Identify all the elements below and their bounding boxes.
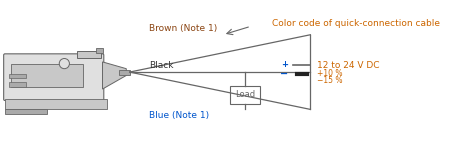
Text: Brown (Note 1): Brown (Note 1) — [149, 24, 217, 33]
Bar — [77, 51, 101, 58]
Bar — [11, 64, 83, 87]
Bar — [230, 86, 261, 104]
Text: Color code of quick-connection cable: Color code of quick-connection cable — [272, 19, 440, 28]
Bar — [96, 48, 103, 52]
Bar — [5, 99, 107, 109]
Text: Load: Load — [235, 90, 255, 99]
Bar — [9, 82, 26, 87]
Text: Blue (Note 1): Blue (Note 1) — [149, 111, 209, 120]
Polygon shape — [103, 62, 126, 89]
Text: +: + — [281, 60, 288, 69]
Circle shape — [59, 58, 69, 69]
Text: Black: Black — [149, 61, 174, 70]
Bar — [120, 70, 130, 75]
Text: 12 to 24 V DC: 12 to 24 V DC — [317, 61, 380, 70]
Text: +10 %: +10 % — [317, 69, 343, 78]
FancyBboxPatch shape — [4, 54, 104, 100]
Bar — [9, 74, 26, 78]
Bar — [5, 109, 47, 114]
Text: −15 %: −15 % — [317, 76, 343, 85]
Text: −: − — [280, 69, 288, 79]
